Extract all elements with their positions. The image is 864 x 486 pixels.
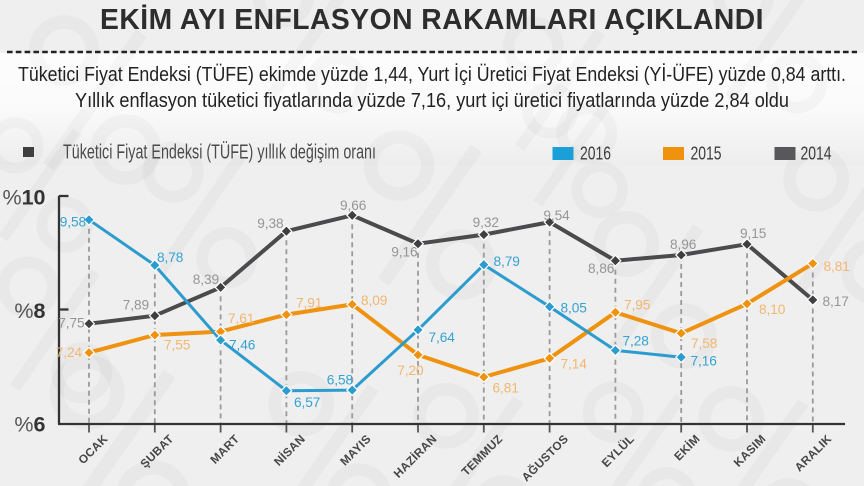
svg-text:Yıllık enflasyon tüketici fiya: Yıllık enflasyon tüketici fiyatlarında y… (75, 89, 789, 112)
svg-text:8,86: 8,86 (588, 261, 615, 276)
svg-text:7,16: 7,16 (691, 354, 718, 369)
svg-text:8,17: 8,17 (823, 294, 849, 309)
svg-text:7,46: 7,46 (229, 338, 256, 353)
svg-text:9,66: 9,66 (340, 198, 367, 213)
svg-text:7,91: 7,91 (296, 296, 322, 311)
svg-text:8,10: 8,10 (759, 302, 786, 317)
svg-text:8,05: 8,05 (561, 301, 588, 316)
svg-text:8,79: 8,79 (494, 254, 520, 269)
svg-text:EKİM AYI ENFLASYON RAKAMLARI A: EKİM AYI ENFLASYON RAKAMLARI AÇIKLANDI (100, 4, 764, 36)
svg-text:9,16: 9,16 (391, 245, 418, 260)
svg-text:6,81: 6,81 (493, 381, 519, 396)
svg-text:8,09: 8,09 (361, 293, 387, 308)
svg-text:2014: 2014 (801, 144, 832, 164)
svg-text:%8: %8 (14, 299, 45, 323)
svg-text:%10: %10 (2, 186, 45, 210)
svg-text:7,64: 7,64 (429, 330, 456, 345)
svg-text:9,58: 9,58 (60, 215, 87, 230)
svg-text:9,32: 9,32 (473, 215, 499, 230)
svg-text:8,81: 8,81 (824, 259, 850, 274)
svg-text:8,96: 8,96 (670, 237, 697, 252)
svg-text:7,14: 7,14 (561, 357, 588, 372)
svg-text:9,38: 9,38 (257, 216, 284, 231)
svg-text:7,95: 7,95 (624, 298, 651, 313)
svg-text:7,89: 7,89 (123, 298, 149, 313)
svg-text:7,61: 7,61 (228, 311, 254, 326)
svg-text:2016: 2016 (580, 144, 611, 164)
svg-text:9,15: 9,15 (740, 226, 767, 241)
svg-text:Tüketici Fiyat Endeksi (TÜFE): Tüketici Fiyat Endeksi (TÜFE) yıllık değ… (63, 141, 376, 164)
svg-text:2015: 2015 (691, 144, 722, 164)
svg-text:7,20: 7,20 (397, 363, 424, 378)
svg-text:7,58: 7,58 (691, 336, 718, 351)
svg-text:Tüketici Fiyat Endeksi (TÜFE): Tüketici Fiyat Endeksi (TÜFE) ekimde yüz… (18, 63, 846, 86)
svg-text:8,78: 8,78 (157, 250, 184, 265)
svg-text:%6: %6 (14, 413, 45, 437)
svg-text:9,54: 9,54 (543, 208, 570, 223)
svg-text:7,28: 7,28 (623, 334, 650, 349)
svg-text:6,58: 6,58 (327, 373, 354, 388)
svg-text:7,75: 7,75 (58, 316, 85, 331)
svg-text:8,39: 8,39 (193, 272, 219, 287)
svg-text:6,57: 6,57 (294, 395, 320, 410)
svg-text:7,24: 7,24 (56, 345, 83, 360)
svg-text:7,55: 7,55 (164, 338, 191, 353)
